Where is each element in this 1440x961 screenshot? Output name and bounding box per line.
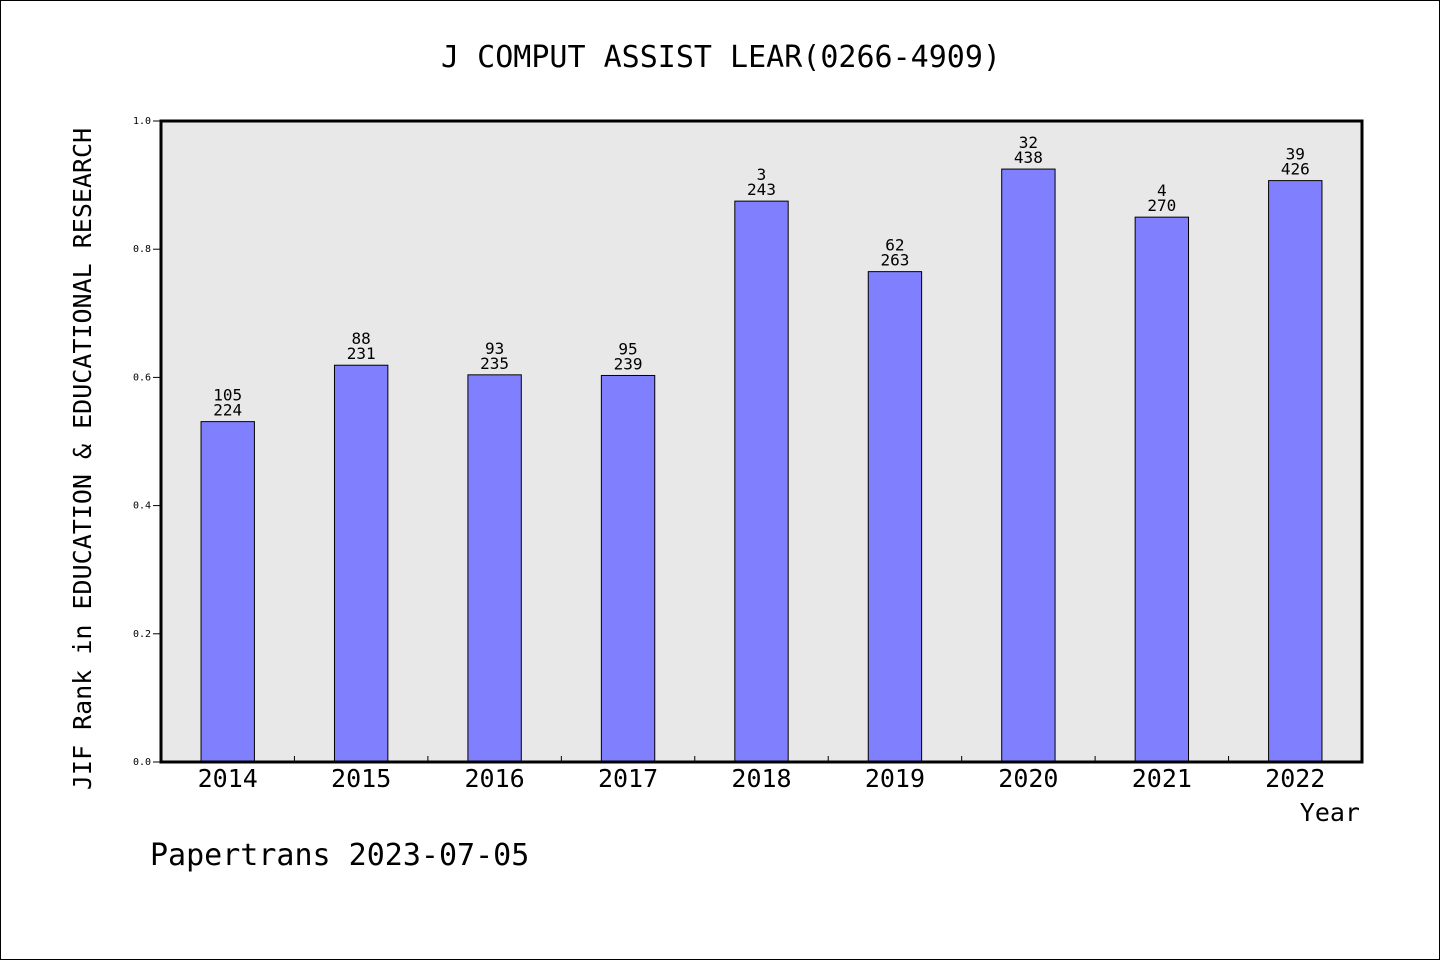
x-tick-label: 2020 [998, 764, 1058, 793]
x-tick-label: 2022 [1265, 764, 1325, 793]
bar-total-label: 243 [747, 180, 776, 199]
bar-total-label: 224 [213, 401, 242, 420]
bar-total-label: 239 [614, 354, 643, 373]
bar [1001, 168, 1056, 763]
bar [333, 364, 389, 763]
x-tick-label: 2016 [465, 764, 525, 793]
bar-total-label: 231 [347, 344, 376, 363]
y-tick-label: 0.2 [133, 629, 151, 640]
bar-rank-label: 105 [213, 386, 242, 405]
y-tick-label: 0.8 [133, 244, 151, 255]
chart-marks: 0.00.20.40.60.81.01052242014882312015932… [133, 116, 1325, 793]
bar-rank-label: 4 [1157, 181, 1167, 200]
bar [867, 271, 923, 763]
footer-credit: Papertrans 2023-07-05 [150, 838, 529, 873]
bar [1134, 216, 1190, 763]
bar-total-label: 263 [880, 251, 909, 270]
plot-frame [159, 119, 1364, 764]
y-tick-label: 1.0 [133, 116, 151, 127]
bar-rank-label: 93 [485, 339, 504, 358]
bar-total-label: 270 [1147, 196, 1176, 215]
bar [1268, 180, 1323, 763]
x-tick-label: 2021 [1132, 764, 1192, 793]
bar-rank-label: 39 [1286, 145, 1305, 164]
bar-total-label: 235 [480, 354, 509, 373]
x-tick-label: 2019 [865, 764, 925, 793]
y-tick-label: 0.6 [133, 372, 151, 383]
bar [600, 374, 656, 763]
y-axis-label: JIF Rank in EDUCATION & EDUCATIONAL RESE… [68, 128, 97, 790]
bar [467, 374, 522, 763]
bar-total-label: 426 [1281, 160, 1310, 179]
x-tick-label: 2015 [331, 764, 391, 793]
y-tick-label: 0.0 [133, 757, 151, 768]
bar-total-label: 438 [1014, 148, 1043, 167]
x-tick-label: 2017 [598, 764, 658, 793]
x-axis-label: Year [1300, 798, 1360, 827]
x-tick-label: 2018 [731, 764, 791, 793]
bar-rank-label: 95 [618, 339, 637, 358]
x-tick-label: 2014 [198, 764, 258, 793]
bar-rank-label: 88 [352, 329, 371, 348]
bar-rank-label: 32 [1019, 133, 1038, 152]
bar [200, 421, 255, 763]
chart-title: J COMPUT ASSIST LEAR(0266-4909) [441, 40, 1001, 75]
bar [734, 200, 789, 763]
y-tick-label: 0.4 [133, 501, 151, 512]
bar-rank-label: 62 [885, 236, 904, 255]
bar-rank-label: 3 [757, 165, 767, 184]
